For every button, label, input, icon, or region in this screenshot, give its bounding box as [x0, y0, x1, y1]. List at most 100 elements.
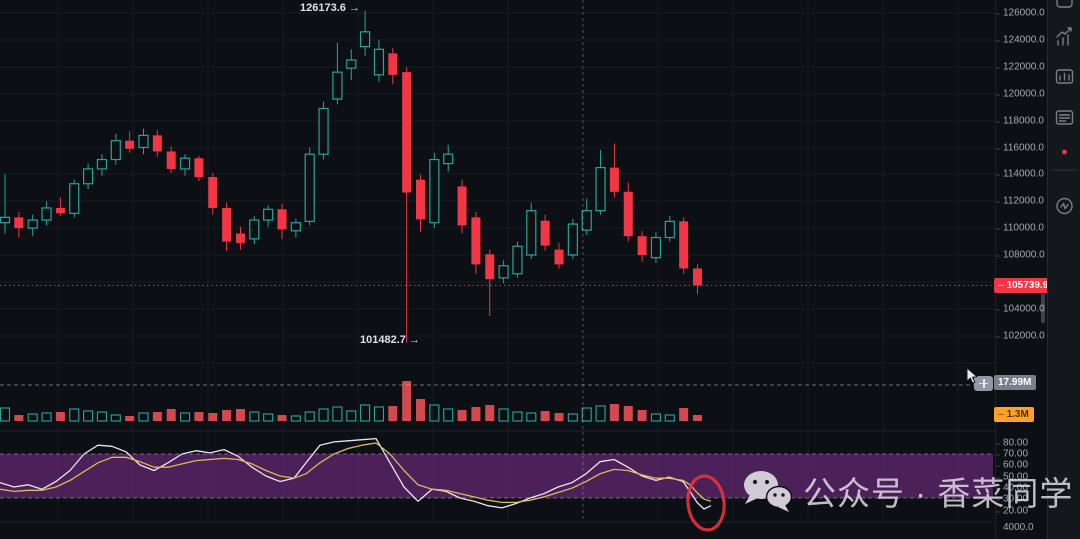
candle[interactable]	[179, 154, 191, 176]
panel-icon[interactable]	[1056, 0, 1073, 8]
volume-bar[interactable]	[332, 406, 343, 422]
volume-bar[interactable]	[388, 406, 398, 421]
volume-bar[interactable]	[457, 410, 467, 421]
candle[interactable]	[416, 174, 425, 233]
volume-bar[interactable]	[526, 412, 537, 422]
candle[interactable]	[69, 179, 80, 218]
volume-bar[interactable]	[138, 412, 149, 422]
candle[interactable]	[429, 152, 440, 229]
volume-bar[interactable]	[290, 415, 301, 422]
volume-bar[interactable]	[14, 415, 24, 421]
candle[interactable]	[0, 174, 11, 234]
candle[interactable]	[693, 264, 702, 294]
candle[interactable]	[304, 147, 315, 226]
candle[interactable]	[402, 66, 412, 343]
axis-scrollbar-thumb[interactable]	[1041, 293, 1045, 323]
volume-bar[interactable]	[166, 409, 176, 421]
volume-bar[interactable]	[679, 408, 689, 421]
candle[interactable]	[623, 182, 633, 242]
screener-icon[interactable]	[1055, 69, 1074, 84]
candle[interactable]	[27, 214, 38, 237]
candle[interactable]	[581, 198, 592, 235]
volume-layer[interactable]	[0, 381, 703, 422]
volume-bar[interactable]	[304, 411, 315, 422]
candle[interactable]	[277, 203, 287, 239]
volume-bar[interactable]	[595, 405, 606, 422]
candle[interactable]	[609, 143, 619, 198]
candle[interactable]	[388, 47, 398, 85]
ideas-icon[interactable]	[1056, 197, 1073, 215]
volume-bar[interactable]	[540, 411, 550, 421]
candle[interactable]	[110, 134, 121, 165]
volume-bar[interactable]	[416, 399, 425, 421]
volume-bar[interactable]	[485, 405, 495, 421]
candle[interactable]	[554, 242, 564, 269]
volume-bar[interactable]	[664, 414, 675, 422]
volume-bar[interactable]	[650, 413, 662, 422]
volume-bar[interactable]	[96, 411, 107, 422]
volume-bar[interactable]	[346, 410, 357, 422]
news-icon[interactable]	[1055, 110, 1074, 125]
volume-bar[interactable]	[693, 415, 702, 421]
volume-bar[interactable]	[222, 410, 232, 421]
candle[interactable]	[194, 155, 204, 182]
volume-bar[interactable]	[249, 411, 260, 422]
volume-bar[interactable]	[55, 412, 65, 421]
volume-bar[interactable]	[512, 411, 523, 422]
low-price-annotation[interactable]: 101482.7 →	[360, 334, 420, 346]
volume-bar[interactable]	[567, 413, 578, 422]
candle[interactable]	[485, 249, 495, 317]
candle[interactable]	[567, 218, 578, 260]
volume-bar[interactable]	[277, 415, 287, 421]
axis-plus-button[interactable]	[974, 376, 993, 391]
candle[interactable]	[595, 150, 606, 215]
candle[interactable]	[457, 179, 467, 234]
candle[interactable]	[41, 201, 52, 226]
candle[interactable]	[249, 216, 260, 245]
volume-bar[interactable]	[318, 408, 329, 422]
volume-bar[interactable]	[27, 413, 38, 422]
candle[interactable]	[208, 172, 218, 215]
volume-bar[interactable]	[69, 408, 80, 422]
candle[interactable]	[166, 146, 176, 173]
candle[interactable]	[346, 49, 357, 81]
candle[interactable]	[373, 39, 385, 82]
candle[interactable]	[290, 218, 301, 238]
candle[interactable]	[637, 230, 647, 262]
candle[interactable]	[14, 211, 24, 238]
volume-bar[interactable]	[429, 404, 440, 422]
candle[interactable]	[55, 197, 65, 217]
volume-bar[interactable]	[443, 408, 454, 422]
trending-up-icon[interactable]	[1056, 27, 1072, 46]
volume-bar[interactable]	[83, 410, 94, 422]
candle[interactable]	[235, 226, 245, 250]
candle[interactable]	[96, 154, 108, 176]
candle[interactable]	[263, 205, 274, 227]
candles-layer[interactable]	[0, 10, 703, 343]
candle[interactable]	[332, 42, 343, 105]
volume-bar[interactable]	[402, 381, 412, 421]
volume-bar[interactable]	[554, 413, 564, 421]
candle[interactable]	[222, 202, 232, 251]
volume-bar[interactable]	[373, 406, 385, 422]
candle[interactable]	[138, 128, 149, 155]
chart-canvas[interactable]	[0, 0, 995, 539]
volume-bar[interactable]	[609, 404, 619, 421]
volume-bar[interactable]	[208, 413, 218, 421]
candle[interactable]	[498, 260, 509, 284]
candle[interactable]	[540, 214, 550, 251]
candle[interactable]	[512, 241, 523, 278]
candle[interactable]	[664, 216, 675, 242]
candle[interactable]	[526, 202, 537, 260]
volume-bar[interactable]	[471, 407, 481, 421]
volume-bar[interactable]	[0, 407, 11, 422]
volume-bar[interactable]	[41, 412, 52, 422]
volume-bar[interactable]	[581, 407, 592, 422]
highlight-ellipse-annotation[interactable]	[685, 474, 726, 532]
candle[interactable]	[360, 10, 371, 57]
candle[interactable]	[471, 211, 481, 274]
volume-bar[interactable]	[194, 412, 204, 421]
volume-bar[interactable]	[235, 409, 245, 421]
volume-bar[interactable]	[623, 406, 633, 421]
candle[interactable]	[679, 217, 689, 274]
